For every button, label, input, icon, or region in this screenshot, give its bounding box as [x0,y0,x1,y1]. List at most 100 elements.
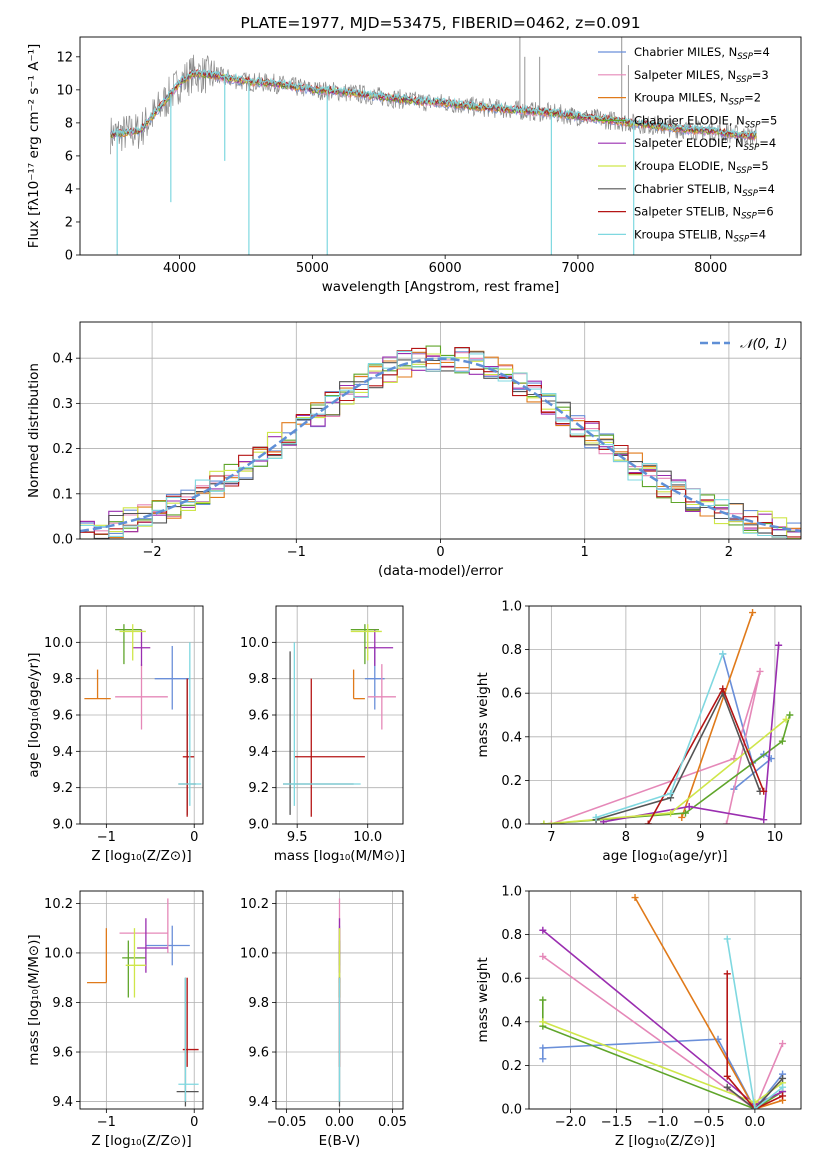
y-tick-label: 9.0 [248,818,269,833]
histogram-kroupa_stelib [80,351,801,539]
y-tick-label: 10.0 [44,946,73,961]
legend-text: Salpeter MILES, N [634,68,736,82]
legend-label: Chabrier MILES, NSSP=4 [634,45,770,62]
weight-marker-kroupa_stelib [719,650,727,658]
x-tick-label: 0 [436,545,444,560]
weight-line-kroupa_miles [681,612,754,818]
x-tick-label: 8 [622,830,630,845]
weight-marker-salpeter_elodie [685,803,693,811]
legend-subscript: SSP [745,120,761,130]
x-tick-label: −0.05 [267,1115,307,1130]
x-axis-label: (data-model)/error [378,563,504,579]
y-tick-label: 9.2 [248,781,269,796]
y-tick-label: 0.0 [501,818,522,833]
y-tick-label: 10.0 [44,636,73,651]
weight-marker-kroupa_stelib [779,1083,787,1091]
y-tick-label: 8 [65,116,73,131]
x-tick-label: 0.00 [325,1115,354,1130]
legend-label: Kroupa STELIB, NSSP=4 [634,227,766,244]
axes-frame [79,321,802,540]
weight-line-chabrier_elodie [541,1000,784,1109]
chart-residuals: −2 −1 0 1 2 0.0 0.1 0.2 0.3 0.4 (data-model)/error… [26,321,802,579]
axes-frame [79,36,802,256]
y-axis-label: mass weight [475,672,491,757]
x-tick-label: 10.0 [353,830,382,845]
weight-line-chabrier_stelib [726,1077,784,1109]
y-tick-label: 9.8 [248,996,269,1011]
chart-mass_vs_ebv: −0.05 0.00 0.05 9.4 9.6 9.8 10.0 10.2 E(B-V) [240,890,407,1149]
x-axis-label: Z [log₁₀(Z/Z⊙)] [91,848,191,864]
x-tick-label: −2 [143,545,162,560]
y-tick-label: 9.6 [52,709,73,724]
weight-line-chabrier_miles [722,653,773,790]
x-tick-label: −1.0 [647,1115,679,1130]
axes-frame [528,605,802,825]
weight-marker-chabrier_stelib [723,1083,731,1091]
weight-marker-salpeter_stelib [760,787,768,795]
y-tick-label: 0.0 [52,533,73,548]
x-tick-label: 5000 [296,261,329,276]
y-tick-label: 9.4 [248,745,269,760]
y-tick-label: 9.4 [52,745,73,760]
legend-text: Chabrier STELIB, N [634,182,742,196]
model-spectrum-chabrier_miles [110,73,757,141]
y-tick-label: 10.2 [240,897,269,912]
x-tick-label: 0 [190,830,198,845]
weight-marker-salpeter_elodie [775,641,783,649]
y-tick-label: 12 [56,50,73,65]
weight-line-salpeter_stelib [726,973,783,1109]
x-axis-label: age [log₁₀(age/yr)] [602,848,727,864]
weight-marker-salpeter_stelib [719,685,727,693]
plot-area-age_vs_Z [84,624,202,817]
legend-label: Chabrier ELODIE, NSSP=5 [634,113,777,130]
x-axis-label: E(B-V) [319,1133,361,1149]
weight-marker-chabrier_stelib [779,1074,787,1082]
y-tick-label: 0.2 [501,1059,522,1074]
x-tick-label: 2 [725,545,733,560]
plot-area-weight_vs_Z [539,894,787,1109]
x-tick-label: 1 [581,545,589,560]
weight-marker-chabrier_elodie [778,737,786,745]
chart-weight_vs_age: 7 8 9 10 0.0 0.2 0.4 0.6 0.8 1.0 age [log₁₀(age/yr… [475,600,802,864]
y-tick-label: 0.3 [52,397,73,412]
x-tick-label: 9.5 [287,830,308,845]
y-tick-label: 9.6 [52,1046,73,1061]
chart-mass_vs_Z: −1 0 9.4 9.6 9.8 10.0 10.2 Z [log₁₀(Z/Z⊙)] mass … [26,890,204,1149]
y-tick-label: 0.6 [501,687,522,702]
weight-line-chabrier_stelib [595,691,761,821]
observed-spectrum-line [110,54,758,155]
weight-line-salpeter_miles [542,955,784,1109]
legend-label: Salpeter MILES, NSSP=3 [634,68,769,85]
plot-area-spectrum [110,37,758,255]
weight-marker-kroupa_stelib [592,813,600,821]
weight-marker-salpeter_miles [547,820,555,824]
legend-subscript: SSP [744,143,760,153]
y-tick-label: 9.2 [52,781,73,796]
y-axis-label: age [log₁₀(age/yr)] [26,652,42,777]
y-tick-label: 9.6 [248,1046,269,1061]
x-axis-label: mass [log₁₀(M/M⊙)] [274,848,405,864]
legend-text: Chabrier ELODIE, N [634,113,745,127]
legend-tail: =4 [758,182,775,196]
x-tick-label: 0.0 [745,1115,766,1130]
weight-marker-salpeter_miles [539,952,547,960]
legend-label: 𝒩(0, 1) [740,337,787,352]
weight-marker-kroupa_elodie [540,820,548,824]
y-tick-label: 10.2 [44,897,73,912]
legend-tail: =4 [759,136,776,150]
weight-marker-kroupa_stelib [667,789,675,797]
axes-frame [275,605,404,825]
legend-subscript: SSP [742,189,758,199]
plot-area-age_vs_mass [283,624,396,817]
y-axis-label: mass weight [475,957,491,1042]
legend-text: Kroupa MILES, N [634,91,729,105]
y-tick-label: 9.4 [52,1095,73,1110]
x-tick-label: 6000 [429,261,462,276]
plot-area-mass_vs_Z [87,898,199,1107]
weight-line-chabrier_elodie [543,714,791,824]
axes-frame [275,890,404,1110]
y-axis-label: Flux [fλ10⁻¹⁷ erg cm⁻² s⁻¹ A⁻¹] [26,44,42,249]
x-tick-label: 4000 [163,261,196,276]
weight-marker-kroupa_elodie [539,1018,547,1026]
